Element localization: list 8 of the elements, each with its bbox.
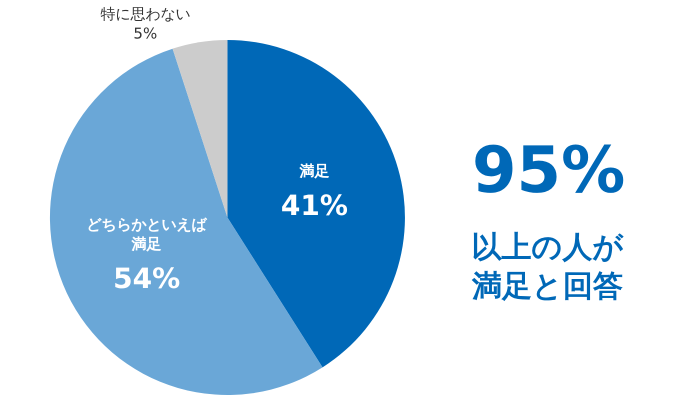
text: 95% xyxy=(472,134,626,208)
text: 以上の人が満足と回答 xyxy=(471,230,624,304)
data-label: 41% xyxy=(280,189,348,222)
slice-label: どちらかといえば満足 xyxy=(86,216,208,254)
slice-label: 満足 xyxy=(298,162,330,180)
data-label: 54% xyxy=(113,262,180,296)
data-label: 5% xyxy=(133,24,158,43)
slice-label: 特に思わない xyxy=(100,5,190,24)
